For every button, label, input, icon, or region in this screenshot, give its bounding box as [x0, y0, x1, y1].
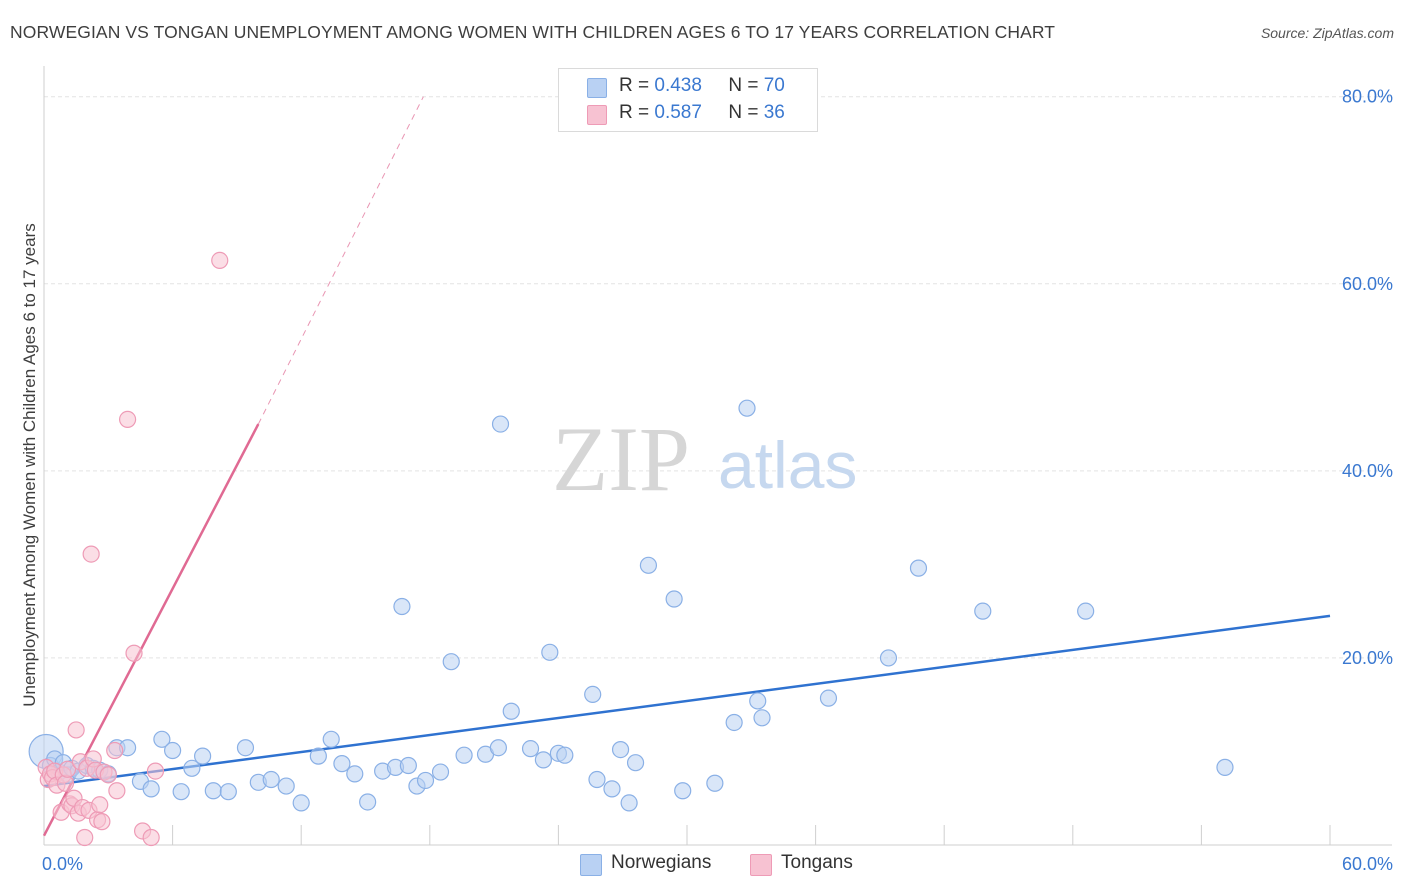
tongans-legend-label: Tongans — [781, 852, 853, 873]
tongan-point — [67, 721, 85, 739]
norwegian-point — [359, 793, 377, 811]
tongan-point — [56, 774, 75, 792]
tongan-point — [58, 760, 77, 778]
norwegian-point — [521, 740, 540, 758]
norwegian-point — [292, 794, 310, 812]
watermark-atlas: atlas — [718, 428, 857, 502]
tongans-r-label: R = — [619, 102, 650, 123]
norwegian-point — [431, 763, 450, 781]
norwegian-point — [753, 709, 771, 727]
tongan-point — [211, 251, 229, 269]
norwegian-point — [1216, 758, 1234, 776]
y-tick-label: 40.0% — [1342, 461, 1393, 481]
norwegian-point — [442, 653, 460, 671]
norwegian-point — [399, 756, 417, 775]
tongan-point — [76, 828, 94, 847]
norwegian-point — [172, 783, 190, 801]
grid-lines — [44, 96, 1392, 659]
tongan-point — [108, 782, 126, 800]
tongans-swatch — [587, 105, 607, 125]
norwegians-legend-swatch — [580, 854, 602, 876]
norwegians-legend-label: Norwegians — [611, 852, 712, 873]
source-note: Source: ZipAtlas.com — [1260, 25, 1394, 41]
y-tick-label: 20.0% — [1342, 648, 1393, 668]
norwegian-point — [393, 597, 411, 616]
norwegian-point — [909, 559, 928, 577]
data-points — [28, 251, 1234, 847]
norwegians-r-label: R = — [619, 75, 650, 96]
series-legend: Norwegians Tongans — [0, 852, 1406, 878]
tongan-point — [82, 545, 100, 563]
watermark-zip: ZIP — [552, 408, 690, 510]
tongan-point — [146, 762, 165, 780]
norwegian-point — [749, 692, 767, 710]
tongan-point — [99, 766, 117, 784]
norwegian-point — [322, 730, 340, 748]
norwegian-point — [584, 685, 602, 704]
norwegian-point — [277, 777, 295, 795]
norwegian-point — [706, 774, 724, 792]
norwegian-point — [164, 741, 182, 760]
norwegian-point — [204, 782, 222, 800]
tongan-point — [142, 828, 160, 847]
norwegians-n-value: 70 — [763, 75, 785, 96]
tongan-trend-extension — [257, 96, 424, 425]
tick-labels: 20.0% 40.0% 60.0% 80.0% 0.0% 60.0% — [42, 87, 1393, 874]
tongan-point — [125, 644, 143, 662]
norwegian-point — [588, 770, 606, 789]
y-tick-label: 80.0% — [1342, 87, 1393, 107]
norwegian-point — [556, 746, 574, 764]
norwegian-point — [416, 771, 435, 790]
norwegian-point — [611, 740, 630, 759]
norwegian-point — [502, 702, 520, 720]
correlation-legend: R = 0.438 N = 70 R = 0.587 N = 36 — [558, 68, 818, 132]
norwegian-point — [819, 689, 838, 707]
norwegian-point — [534, 751, 552, 769]
norwegian-point — [725, 713, 743, 732]
norwegian-point — [639, 556, 658, 574]
norwegian-point — [194, 747, 212, 765]
norwegians-swatch — [587, 78, 607, 98]
x-tick-label-min: 0.0% — [42, 854, 83, 874]
tongans-legend-swatch — [750, 854, 772, 876]
tongans-n-value: 36 — [763, 102, 785, 123]
norwegian-trend-line — [43, 614, 1331, 788]
norwegian-point — [1077, 602, 1095, 620]
norwegian-point — [620, 794, 638, 812]
norwegian-point — [236, 739, 255, 757]
norwegian-point — [541, 643, 559, 661]
norwegian-point — [309, 747, 327, 765]
y-tick-label: 60.0% — [1342, 274, 1393, 294]
chart-title: NORWEGIAN VS TONGAN UNEMPLOYMENT AMONG W… — [10, 22, 1056, 42]
norwegian-point — [183, 759, 201, 777]
norwegian-point — [219, 783, 237, 801]
norwegian-point — [674, 782, 692, 800]
norwegian-point — [346, 765, 364, 783]
tongans-r-value: 0.587 — [654, 102, 702, 123]
tongan-point — [118, 410, 137, 429]
norwegian-point — [738, 399, 756, 417]
norwegian-point — [491, 415, 510, 433]
norwegian-point — [455, 746, 473, 764]
norwegian-point — [489, 739, 507, 757]
norwegian-point — [603, 780, 621, 798]
norwegian-point — [974, 602, 992, 620]
norwegian-point — [626, 754, 645, 772]
norwegian-point — [262, 770, 280, 789]
tongans-n-label: N = — [728, 102, 759, 123]
norwegian-point — [333, 755, 351, 773]
watermark: ZIP atlas — [552, 408, 857, 510]
norwegians-n-label: N = — [728, 75, 759, 96]
tongan-point — [106, 741, 124, 760]
tongan-point — [93, 813, 111, 831]
tongan-point — [91, 796, 109, 814]
axes — [43, 66, 1392, 846]
x-tick-label-max: 60.0% — [1342, 854, 1393, 874]
norwegian-point — [665, 590, 683, 608]
norwegians-r-value: 0.438 — [654, 75, 702, 96]
norwegian-point — [153, 730, 171, 748]
norwegian-point — [142, 780, 160, 798]
norwegian-point — [879, 649, 898, 667]
